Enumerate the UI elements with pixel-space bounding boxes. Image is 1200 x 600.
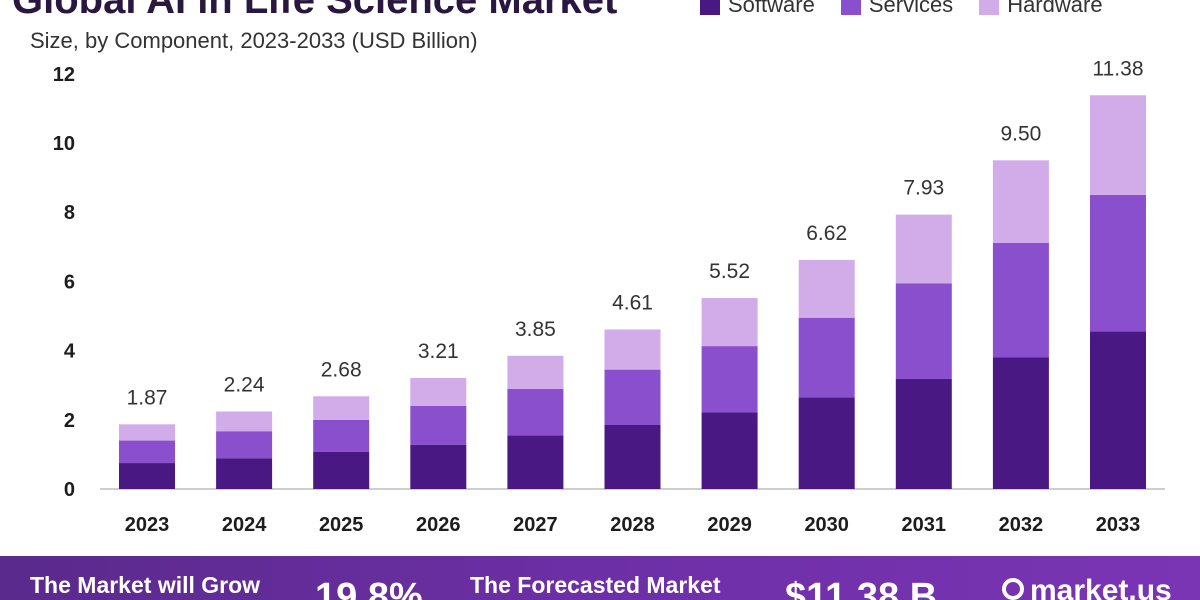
legend-swatch-services	[840, 0, 861, 15]
legend-swatch-hardware	[979, 0, 1000, 15]
bar-total-label: 7.93	[903, 177, 944, 200]
summary-banner: The Market will Grow 19.8% The Forecaste…	[0, 556, 1200, 600]
bar-total-label: 5.52	[709, 260, 750, 283]
bar-segment-hardware	[507, 355, 564, 390]
chart-subtitle: Size, by Component, 2023-2033 (USD Billi…	[30, 28, 478, 53]
x-tick-label: 2030	[804, 514, 849, 536]
bar-segment-services	[410, 405, 467, 445]
x-tick-label: 2025	[319, 514, 364, 536]
x-tick-label: 2031	[902, 514, 947, 536]
bar-total-label: 6.62	[806, 222, 847, 245]
y-tick-label: 8	[64, 202, 75, 224]
y-tick-label: 12	[53, 64, 75, 86]
legend-item-hardware: Hardware	[979, 0, 1103, 18]
legend-swatch-software	[700, 0, 720, 15]
y-tick-label: 2	[64, 410, 75, 432]
y-tick-label: 10	[53, 133, 75, 155]
bar-segment-hardware	[895, 214, 952, 284]
bar-segment-software	[992, 357, 1049, 489]
bar-segment-software	[798, 397, 855, 489]
bar-total-label: 2.24	[224, 373, 265, 396]
bar-segment-services	[604, 369, 661, 425]
x-tick-label: 2024	[222, 514, 267, 536]
bar-total-label: 1.87	[127, 386, 168, 409]
legend-item-software: Software	[700, 0, 815, 18]
legend-label-hardware: Hardware	[1007, 0, 1103, 17]
bar-segment-software	[701, 412, 758, 489]
y-tick-label: 4	[64, 341, 76, 363]
y-tick-label: 0	[64, 479, 75, 501]
bar-segment-hardware	[604, 329, 661, 370]
brand-logo-icon	[1002, 578, 1024, 600]
legend: Software Services Hardware	[700, 0, 1103, 18]
stacked-bar-chart: 0 2 4 6 8 10 12 1.87 2023 2.24 2024 2.68 2025 3.21 202…	[53, 57, 1165, 536]
bar-segment-software	[1090, 331, 1146, 489]
x-tick-label: 2028	[610, 514, 655, 536]
bar-segment-hardware	[992, 160, 1049, 243]
bar-segment-hardware	[701, 298, 758, 347]
x-tick-label: 2023	[125, 514, 170, 536]
bar-total-label: 4.61	[612, 291, 653, 314]
bar-segment-hardware	[216, 411, 273, 432]
bar-segment-software	[216, 458, 273, 489]
bar-segment-services	[992, 242, 1049, 358]
bar-segment-software	[895, 378, 952, 489]
legend-label-services: Services	[868, 0, 954, 17]
bar-segment-hardware	[313, 396, 370, 420]
bar-segment-services	[798, 317, 855, 398]
bar-segment-services	[1090, 194, 1146, 332]
bar-segment-hardware	[798, 259, 855, 318]
x-tick-label: 2029	[707, 514, 752, 536]
bar-segment-software	[313, 451, 370, 489]
x-tick-label: 2027	[513, 514, 558, 536]
legend-item-services: Services	[840, 0, 954, 18]
banner-forecast-label: The Forecasted Market	[470, 572, 721, 598]
bar-total-label: 3.21	[418, 340, 459, 363]
bar-segment-software	[119, 463, 175, 489]
bar-total-label: 11.38	[1093, 57, 1144, 80]
bar-segment-software	[507, 435, 564, 489]
y-tick-label: 6	[64, 271, 75, 293]
bar-segment-services	[701, 346, 758, 413]
bar-total-label: 9.50	[1000, 122, 1041, 145]
legend-label-software: Software	[728, 0, 815, 17]
bar-segment-software	[604, 424, 661, 489]
bar-total-label: 2.68	[321, 358, 362, 381]
bar-segment-services	[895, 283, 952, 379]
bar-segment-hardware	[119, 424, 175, 441]
bar-segment-hardware	[410, 377, 467, 406]
bar-segment-software	[410, 444, 467, 489]
banner-brand: market.us	[1030, 574, 1172, 600]
x-tick-label: 2033	[1096, 514, 1141, 536]
bar-segment-services	[507, 389, 564, 436]
bar-segment-hardware	[1090, 95, 1146, 195]
bar-segment-services	[216, 431, 273, 459]
chart-title: Global AI in Life Science Market	[12, 0, 618, 22]
bar-total-label: 3.85	[515, 318, 556, 341]
banner-cagr-value: 19.8%	[315, 576, 423, 600]
banner-grow-label: The Market will Grow	[30, 572, 261, 598]
bar-segment-services	[313, 419, 370, 452]
x-tick-label: 2026	[416, 514, 461, 536]
banner-forecast-value: $11.38 B	[785, 576, 938, 600]
x-tick-label: 2032	[999, 514, 1044, 536]
bar-segment-services	[119, 440, 175, 464]
